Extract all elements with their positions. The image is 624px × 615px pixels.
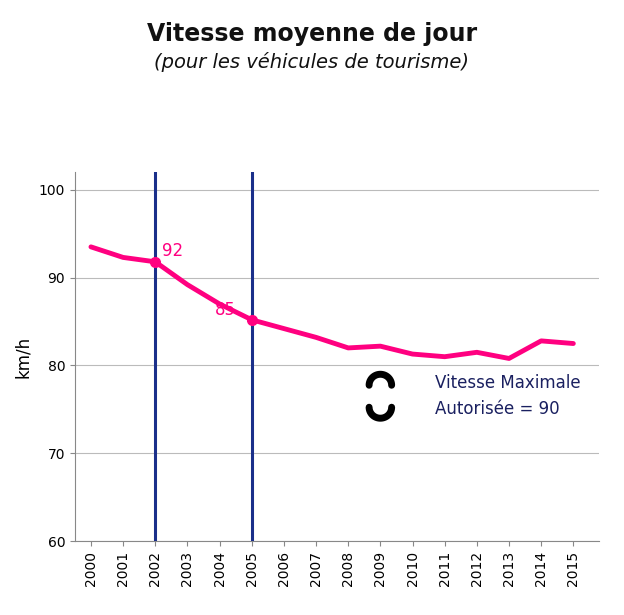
- Text: Vitesse moyenne de jour: Vitesse moyenne de jour: [147, 22, 477, 46]
- Text: 85: 85: [215, 301, 236, 319]
- Text: Vitesse Maximale
Autorisée = 90: Vitesse Maximale Autorisée = 90: [435, 374, 581, 418]
- Text: 92: 92: [162, 242, 183, 260]
- Text: (pour les véhicules de tourisme): (pour les véhicules de tourisme): [155, 52, 469, 73]
- Y-axis label: km/h: km/h: [14, 336, 32, 378]
